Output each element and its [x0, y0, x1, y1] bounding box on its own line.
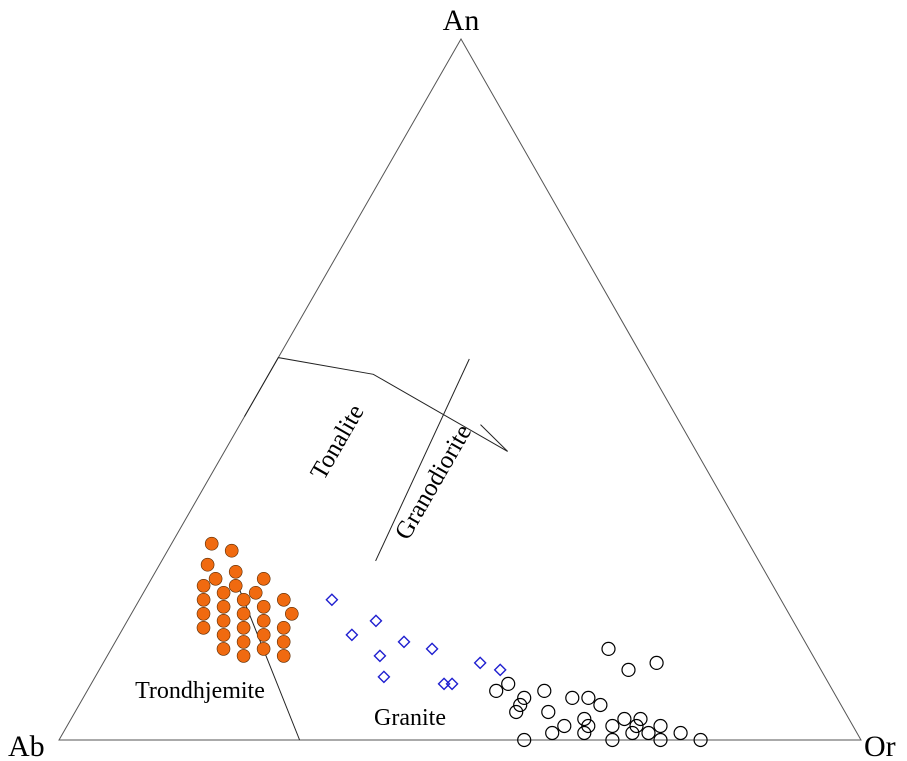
filled-circle-point: [256, 628, 271, 642]
open-circle-point: [653, 732, 668, 748]
open-circle-point: [633, 711, 648, 727]
ternary-triangle-frame: [58, 37, 862, 741]
open-circle-point: [649, 655, 664, 671]
vertex-label-right: Or: [864, 730, 896, 761]
open-circle-point: [621, 662, 636, 678]
diamond-point: [325, 593, 339, 607]
filled-circle-point: [256, 613, 271, 628]
open-circle-point: [593, 697, 608, 713]
open-circle-point: [513, 697, 528, 713]
filled-circle-point: [216, 599, 231, 614]
filled-circle-point: [248, 585, 263, 600]
open-circle-point: [581, 718, 596, 734]
open-circle-point: [517, 690, 532, 706]
filled-circle-point: [256, 571, 271, 586]
diamond-point: [493, 663, 507, 677]
open-circle-point: [577, 725, 592, 741]
open-circle-point: [693, 732, 708, 748]
open-circle-point: [641, 725, 656, 741]
open-circle-point: [601, 641, 616, 657]
field-boundaries: [236, 357, 508, 741]
filled-circle-point: [224, 543, 239, 558]
filled-circle-point: [236, 592, 251, 607]
diamond-point: [425, 642, 439, 656]
filled-circle-point: [204, 536, 219, 551]
filled-circle-point: [200, 557, 215, 572]
filled-circle-point: [276, 649, 291, 663]
data-points: [196, 536, 708, 748]
open-circle-point: [517, 732, 532, 748]
vertex-label-top: An: [443, 4, 480, 37]
field-label-tonalite: Tonalite: [305, 400, 369, 484]
open-circle-point: [557, 718, 572, 734]
granodiorite-granite-boundary: [480, 424, 508, 452]
filled-circle-point: [216, 642, 231, 656]
open-circle-point: [537, 683, 552, 699]
tonalite-granodiorite-boundary: [375, 358, 470, 562]
filled-circle-point: [276, 620, 291, 635]
open-circle-point: [605, 718, 620, 734]
field-label-granodiorite: Granodiorite: [390, 420, 477, 544]
open-circle-point: [605, 732, 620, 748]
filled-circle-point: [256, 599, 271, 614]
filled-circle-point: [216, 628, 231, 642]
filled-circle-point: [236, 606, 251, 621]
open-circle-point: [625, 725, 640, 741]
open-circle-point: [489, 683, 504, 699]
filled-circle-point: [196, 578, 211, 593]
diamond-point: [473, 656, 487, 670]
filled-circle-point: [216, 585, 231, 600]
filled-circle-point: [208, 571, 223, 586]
open-circle-point: [577, 711, 592, 727]
filled-circle-point: [236, 649, 251, 663]
filled-circle-point: [228, 564, 243, 579]
open-circle-point: [541, 704, 556, 720]
filled-circle-point: [276, 635, 291, 649]
diamond-point: [397, 635, 411, 649]
diamond-point: [369, 614, 383, 628]
filled-circle-point: [276, 592, 291, 607]
filled-circle-point: [196, 592, 211, 607]
open-circle-point: [545, 725, 560, 741]
filled-circle-point: [236, 620, 251, 635]
field-label-trondhjemite: Trondhjemite: [135, 678, 265, 704]
filled-circle-point: [216, 613, 231, 628]
filled-circle-point: [228, 578, 243, 593]
filled-circle-point: [284, 606, 299, 621]
open-circle-point: [653, 718, 668, 734]
open-circle-point: [565, 690, 580, 706]
diamond-point: [445, 677, 459, 691]
diamond-point: [437, 677, 451, 691]
field-label-granite: Granite: [374, 705, 446, 731]
filled-circle-point: [196, 620, 211, 635]
open-circle-point: [509, 704, 524, 720]
open-circle-point: [629, 718, 644, 734]
open-circle-point: [673, 725, 688, 741]
diamond-point: [373, 649, 387, 663]
diamond-point: [377, 670, 391, 684]
filled-circle-point: [236, 635, 251, 649]
diamond-point: [345, 628, 359, 642]
trondhjemite-upper-boundary: [244, 357, 508, 452]
filled-circle-point: [196, 606, 211, 621]
filled-circle-point: [256, 642, 271, 656]
open-circle-point: [581, 690, 596, 706]
open-circle-point: [501, 676, 516, 692]
open-circle-point: [617, 711, 632, 727]
vertex-label-left: Ab: [8, 730, 45, 761]
